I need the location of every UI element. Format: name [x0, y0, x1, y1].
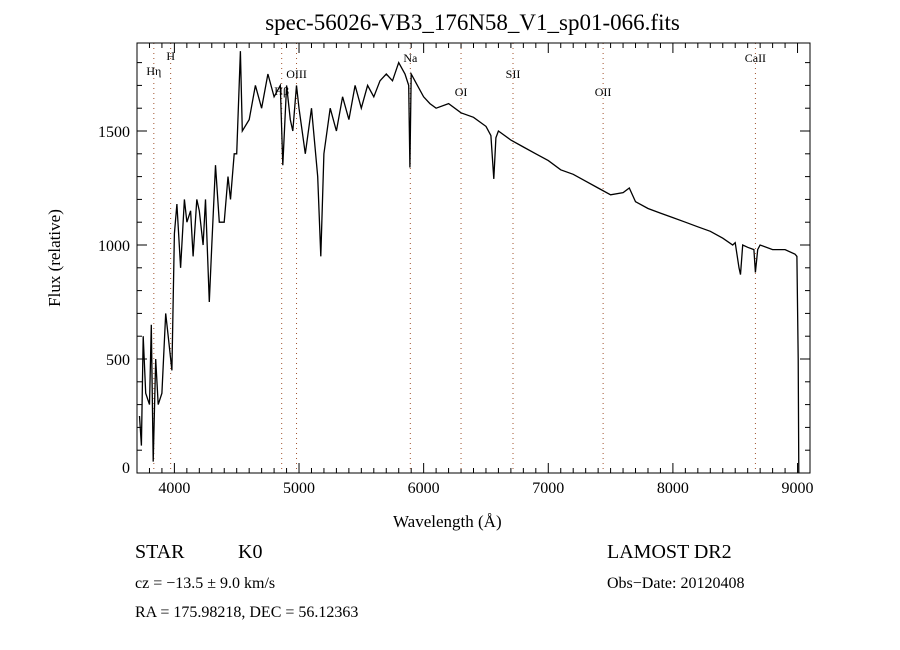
- x-tick-label: 6000: [408, 480, 440, 497]
- axis-ticks: [137, 43, 811, 473]
- survey-label: LAMOST DR2: [607, 541, 732, 563]
- line-marker-label: OIII: [286, 67, 307, 81]
- x-tick-label: 7000: [532, 480, 564, 497]
- star-subclass: K0: [238, 541, 263, 563]
- plot-frame: [136, 42, 811, 474]
- y-tick-label: 1000: [98, 238, 130, 255]
- line-markers: Hη H Hβ OIII Na OI SII OII CaII: [146, 43, 766, 473]
- y-tick-label: 1500: [98, 124, 130, 141]
- x-tick-label: 5000: [283, 480, 315, 497]
- line-marker-label: H: [166, 49, 175, 63]
- x-tick-label: 8000: [657, 480, 689, 497]
- line-marker-label: OII: [595, 85, 612, 99]
- x-tick-label: 9000: [782, 480, 814, 497]
- coordinates: RA = 175.98218, DEC = 56.12363: [135, 604, 359, 621]
- spectrum-line: [138, 51, 800, 474]
- y-tick-label: 500: [106, 352, 130, 369]
- chart-title: spec-56026-VB3_176N58_V1_sp01-066.fits: [265, 10, 680, 35]
- line-marker-label: Na: [403, 51, 418, 65]
- line-marker-label: OI: [455, 85, 468, 99]
- line-marker-label: CaII: [745, 51, 766, 65]
- y-tick-label: 0: [122, 460, 130, 477]
- y-axis-label: Flux (relative): [45, 209, 64, 307]
- redshift-cz: cz = −13.5 ± 9.0 km/s: [135, 575, 276, 592]
- tick-labels: 4000 5000 6000 7000 8000 9000 0 500 1000 1500: [98, 124, 814, 497]
- line-marker-label: SII: [506, 67, 521, 81]
- obs-date: Obs−Date: 20120408: [607, 575, 745, 592]
- line-marker-label: Hη: [146, 64, 161, 78]
- x-tick-label: 4000: [158, 480, 190, 497]
- line-marker-label: Hβ: [274, 84, 289, 98]
- x-axis-label: Wavelength (Å): [393, 512, 502, 531]
- star-class: STAR: [135, 541, 185, 563]
